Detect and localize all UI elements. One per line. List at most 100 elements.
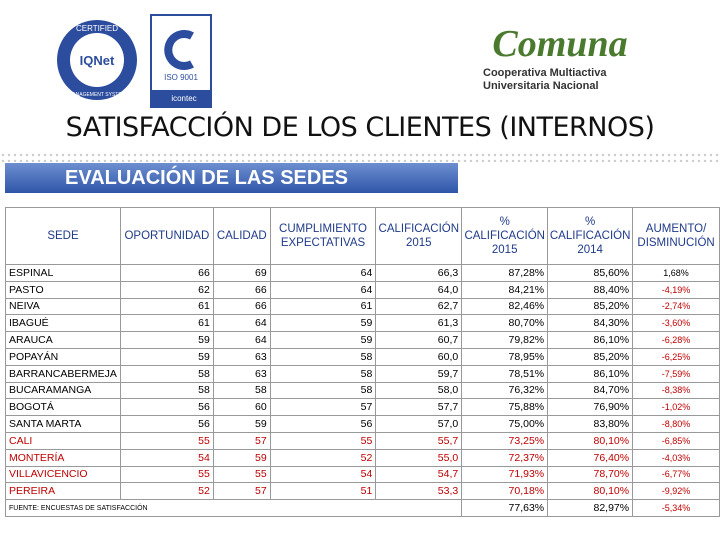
cell-value: 61 [119,297,214,316]
cell-value: -6,25% [632,347,720,366]
cell-value: 1,68% [632,264,720,282]
cell-value: 56 [119,415,214,433]
sede-name: BARRANCABERMEJA [5,364,121,383]
cell-value: 58 [269,364,377,383]
cell-value: 86,10% [547,364,634,383]
icontec-name: icontec [171,94,196,103]
cell-value: 64 [269,264,377,282]
footer-row: FUENTE: ENCUESTAS DE SATISFACCIÓN 77,63% 8… [4,499,720,517]
cell-value: 60,7 [375,331,463,349]
cell-value: 59 [269,314,377,333]
total-value: -5,34% [632,499,720,517]
cell-value: 76,90% [547,398,634,417]
cell-value: 86,10% [547,331,634,349]
cell-value: -6,85% [632,431,720,450]
cell-value: 56 [119,398,214,417]
cell-value: 54,7 [375,465,463,484]
cell-value: 64 [212,314,271,333]
cell-value: 85,60% [547,264,634,282]
table-row: BOGOTÁ 56 60 57 57,7 75,88% 76,90% -1,02% [5,398,720,417]
cell-value: -2,74% [632,297,720,316]
dotted-band [0,152,720,162]
total-value: 82,97% [547,499,634,517]
cell-value: 69 [212,264,271,282]
cell-value: 84,30% [547,314,634,333]
column-header: % CALIFICACIÓN 2015 [461,207,549,265]
cell-value: 76,32% [461,381,549,400]
column-header: CALIFICACIÓN 2015 [375,207,463,265]
cell-value: 55,7 [375,431,463,450]
brand-line: Cooperativa Multiactiva [483,67,607,79]
cell-value: 88,40% [547,280,634,299]
cell-value: 63 [212,364,271,383]
sede-name: PASTO [5,280,121,299]
cell-value: 79,82% [461,331,549,349]
table-row: BARRANCABERMEJA 58 63 58 59,7 78,51% 86,10% -7,… [5,364,720,383]
cell-value: 53,3 [375,482,463,501]
cell-value: -3,60% [632,314,720,333]
cell-value: 83,80% [547,415,634,433]
cell-value: -8,38% [632,381,720,400]
cell-value: 59,7 [375,364,463,383]
cell-value: 57 [212,431,271,450]
table-row: PEREIRA 52 57 51 53,3 70,18% 80,10% -9,92% [5,482,720,501]
sede-name: CALI [5,431,121,450]
sede-name: VILLAVICENCIO [5,465,121,484]
cell-value: 60 [212,398,271,417]
cell-value: 57,7 [375,398,463,417]
cell-value: 66 [212,280,271,299]
cell-value: 82,46% [461,297,549,316]
column-header: SEDE [5,207,121,265]
cell-value: 60,0 [375,347,463,366]
cell-value: -7,59% [632,364,720,383]
cell-value: 85,20% [547,347,634,366]
cell-value: 80,10% [547,482,634,501]
brand-logo: Comuna Cooperativa Multiactiva Universit… [483,23,628,92]
cell-value: 66 [212,297,271,316]
cell-value: -4,19% [632,280,720,299]
cell-value: 54 [119,448,214,467]
cell-value: 59 [119,331,214,349]
cell-value: 61,3 [375,314,463,333]
cell-value: 56 [269,415,377,433]
cell-value: 84,21% [461,280,549,299]
cell-value: 59 [212,415,271,433]
cell-value: 58 [119,364,214,383]
sede-name: POPAYÁN [5,347,121,366]
cell-value: 80,10% [547,431,634,450]
iqnet-name: IQNet [80,53,115,68]
cell-value: 73,25% [461,431,549,450]
cell-value: 64 [212,331,271,349]
table-row: PASTO 62 66 64 64,0 84,21% 88,40% -4,19% [5,280,720,299]
sede-name: MONTERÍA [5,448,121,467]
slide-title: SATISFACCIÓN DE LOS CLIENTES (INTERNOS) [65,112,655,143]
sede-name: ESPINAL [5,264,121,282]
cell-value: 55 [119,431,214,450]
sede-name: SANTA MARTA [5,415,121,433]
table-row: POPAYÁN 59 63 58 60,0 78,95% 85,20% -6,25% [5,347,720,366]
cell-value: 75,88% [461,398,549,417]
column-header: AUMENTO/ DISMINUCIÓN [632,207,720,265]
banner: EVALUACIÓN DE LAS SEDES [5,163,458,193]
cell-value: 58 [119,381,214,400]
cell-value: 58,0 [375,381,463,400]
cell-value: -4,03% [632,448,720,467]
cell-value: 52 [269,448,377,467]
cell-value: 71,93% [461,465,549,484]
cell-value: 55 [212,465,271,484]
cell-value: 80,70% [461,314,549,333]
header-row: SEDE OPORTUNIDAD CALIDAD CUMPLIMIENTO EXPEC… [5,207,720,265]
cell-value: 59 [212,448,271,467]
total-value: 77,63% [461,499,549,517]
sede-name: ARAUCA [5,331,121,349]
table: SEDE OPORTUNIDAD CALIDAD CUMPLIMIENTO EXPEC… [4,207,720,517]
cell-value: 87,28% [461,264,549,282]
cell-value: 78,95% [461,347,549,366]
sede-name: NEIVA [5,297,121,316]
cell-value: 59 [269,331,377,349]
cell-value: 85,20% [547,297,634,316]
iqnet-top: CERTIFIED [76,24,118,33]
column-header: CALIDAD [212,207,271,265]
table-row: MONTERÍA 54 59 52 55,0 72,37% 76,40% -4,03% [5,448,720,467]
